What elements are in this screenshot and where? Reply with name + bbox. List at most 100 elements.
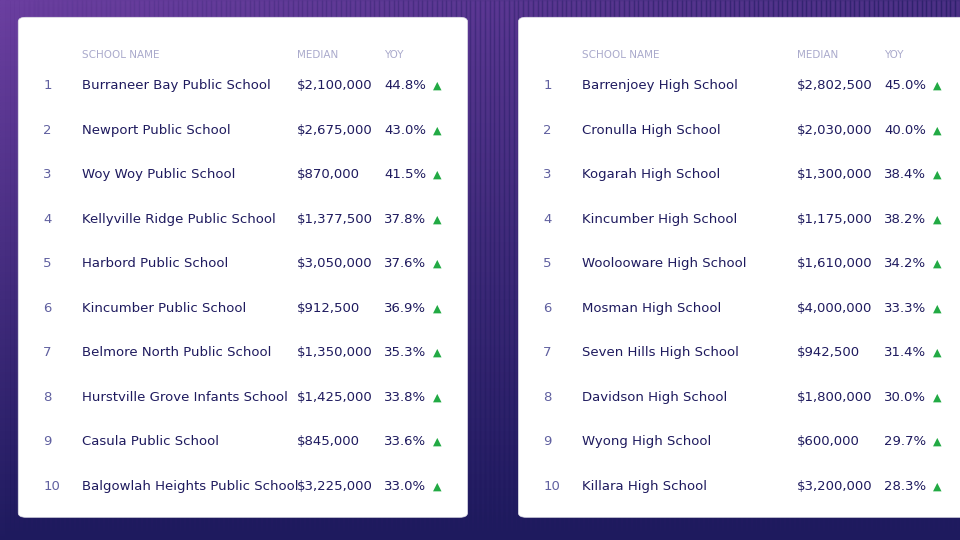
Bar (0, 432, 960, 435)
Bar (336, 0, 341, 540)
Bar (0, 338, 960, 340)
Bar (0, 310, 960, 313)
Bar (0, 526, 960, 529)
Text: 8: 8 (43, 391, 52, 404)
Bar (0, 305, 960, 308)
Bar (96, 0, 101, 540)
Bar (0, 313, 960, 316)
Bar (0, 424, 960, 427)
Bar (912, 0, 917, 540)
Bar (936, 0, 941, 540)
Bar (0, 122, 960, 124)
Bar (38, 0, 43, 540)
Bar (394, 0, 398, 540)
Bar (0, 289, 960, 292)
Bar (312, 0, 317, 540)
Bar (0, 89, 960, 92)
Bar (898, 0, 902, 540)
Bar (0, 408, 960, 410)
Bar (0, 302, 960, 305)
Bar (0, 340, 960, 343)
Text: ▲: ▲ (933, 482, 942, 491)
Bar (0, 97, 960, 100)
Bar (686, 0, 691, 540)
Text: $2,030,000: $2,030,000 (797, 124, 873, 137)
Bar (0, 410, 960, 413)
Bar (206, 0, 211, 540)
Bar (298, 0, 302, 540)
Bar (0, 162, 960, 165)
Bar (792, 0, 797, 540)
Bar (610, 0, 614, 540)
Bar (0, 148, 960, 151)
Bar (0, 78, 960, 81)
Bar (158, 0, 163, 540)
Bar (0, 70, 960, 73)
Bar (197, 0, 202, 540)
Text: Kincumber High School: Kincumber High School (582, 213, 737, 226)
Bar (0, 230, 960, 232)
Bar (682, 0, 686, 540)
Text: 8: 8 (543, 391, 552, 404)
Text: 38.4%: 38.4% (884, 168, 926, 181)
Text: 33.8%: 33.8% (384, 391, 426, 404)
Bar (0, 356, 960, 359)
Bar (931, 0, 936, 540)
Bar (254, 0, 259, 540)
Text: 29.7%: 29.7% (884, 435, 926, 448)
Text: Woy Woy Public School: Woy Woy Public School (82, 168, 235, 181)
Text: 33.6%: 33.6% (384, 435, 426, 448)
Bar (485, 0, 490, 540)
Bar (730, 0, 734, 540)
Text: Belmore North Public School: Belmore North Public School (82, 347, 271, 360)
Bar (106, 0, 110, 540)
Bar (0, 194, 960, 197)
Bar (0, 22, 960, 24)
Bar (470, 0, 475, 540)
Text: 5: 5 (543, 258, 552, 271)
Bar (0, 454, 960, 456)
Bar (144, 0, 149, 540)
Bar (0, 100, 960, 103)
Bar (115, 0, 120, 540)
Bar (0, 462, 960, 464)
Text: 10: 10 (543, 480, 561, 493)
Bar (14, 0, 19, 540)
Bar (658, 0, 662, 540)
Text: 45.0%: 45.0% (884, 79, 926, 92)
Bar (715, 0, 720, 540)
Text: ▲: ▲ (433, 393, 442, 402)
Text: $1,350,000: $1,350,000 (298, 347, 372, 360)
Bar (475, 0, 480, 540)
Bar (0, 370, 960, 373)
Bar (0, 151, 960, 154)
Bar (0, 400, 960, 402)
Bar (0, 532, 960, 535)
Bar (0, 3, 960, 5)
Bar (528, 0, 533, 540)
Bar (0, 8, 960, 11)
Bar (456, 0, 461, 540)
Bar (0, 116, 960, 119)
Bar (221, 0, 226, 540)
Bar (130, 0, 134, 540)
Bar (734, 0, 739, 540)
Bar (845, 0, 850, 540)
Bar (0, 516, 960, 518)
Text: SCHOOL NAME: SCHOOL NAME (582, 50, 660, 60)
Bar (19, 0, 24, 540)
Bar (581, 0, 586, 540)
Bar (341, 0, 346, 540)
Text: 6: 6 (543, 302, 552, 315)
Bar (0, 464, 960, 467)
Bar (43, 0, 48, 540)
Bar (557, 0, 562, 540)
Text: $2,100,000: $2,100,000 (298, 79, 372, 92)
Bar (0, 373, 960, 375)
Bar (0, 219, 960, 221)
Bar (154, 0, 158, 540)
Bar (797, 0, 802, 540)
Bar (0, 111, 960, 113)
Bar (283, 0, 288, 540)
Bar (710, 0, 715, 540)
